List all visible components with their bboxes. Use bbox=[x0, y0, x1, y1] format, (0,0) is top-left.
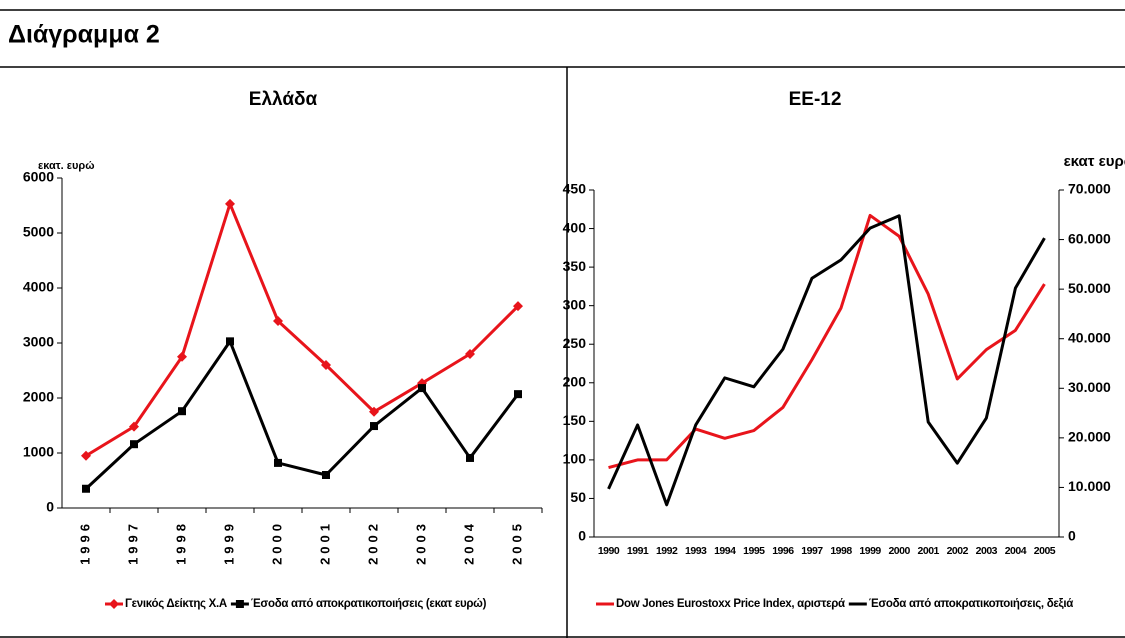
marker bbox=[466, 453, 474, 462]
x-tick-label: 2003 bbox=[976, 545, 998, 557]
x-tick-label: 2001 bbox=[317, 520, 332, 565]
y-tick-label: 100 bbox=[563, 451, 587, 467]
legend-marker bbox=[109, 599, 119, 609]
y-axis-label: εκατ. ευρώ bbox=[38, 160, 95, 172]
y2-tick-label: 30.000 bbox=[1068, 379, 1111, 395]
marker bbox=[130, 440, 138, 449]
x-tick-label: 1993 bbox=[685, 545, 707, 557]
marker bbox=[513, 301, 523, 312]
marker bbox=[177, 351, 187, 362]
x-tick-label: 1996 bbox=[77, 520, 92, 565]
y-tick-label: 3000 bbox=[23, 334, 54, 350]
marker bbox=[418, 384, 426, 393]
x-tick-label: 2004 bbox=[1005, 545, 1027, 557]
legend-label: Γενικός Δείκτης Χ.Α bbox=[125, 598, 227, 610]
y-tick-label: 4000 bbox=[23, 279, 54, 295]
chart-title: ΕΕ-12 bbox=[789, 89, 842, 110]
marker bbox=[178, 407, 186, 416]
y-tick-label: 150 bbox=[563, 412, 587, 428]
x-tick-label: 2003 bbox=[413, 520, 428, 565]
y-tick-label: 350 bbox=[563, 258, 587, 274]
y2-tick-label: 60.000 bbox=[1068, 230, 1111, 246]
x-tick-label: 1997 bbox=[125, 520, 140, 565]
legend-label: Έσοδα από αποκρατικοποιήσεις, δεξιά bbox=[869, 598, 1073, 610]
y2-tick-label: 0 bbox=[1068, 528, 1076, 544]
x-tick-label: 1999 bbox=[221, 520, 236, 565]
series-line bbox=[607, 214, 1046, 507]
x-tick-label: 1990 bbox=[598, 545, 620, 557]
y2-tick-label: 50.000 bbox=[1068, 280, 1111, 296]
marker bbox=[322, 471, 330, 479]
x-tick-label: 1991 bbox=[627, 545, 649, 557]
x-tick-label: 1998 bbox=[173, 520, 188, 565]
y-tick-label: 5000 bbox=[23, 224, 54, 240]
x-tick-label: 2002 bbox=[365, 520, 380, 565]
x-tick-label: 1992 bbox=[656, 545, 678, 557]
y-tick-label: 1000 bbox=[23, 444, 54, 460]
marker bbox=[321, 360, 331, 370]
y2-axis-label: εκατ ευρώ bbox=[1064, 153, 1125, 170]
x-tick-label: 2004 bbox=[461, 520, 476, 565]
marker bbox=[273, 316, 283, 326]
marker bbox=[514, 390, 522, 399]
x-tick-label: 2000 bbox=[269, 520, 284, 565]
y-tick-label: 250 bbox=[563, 335, 587, 351]
y2-tick-label: 20.000 bbox=[1068, 429, 1111, 445]
x-tick-label: 1997 bbox=[801, 545, 823, 557]
marker bbox=[82, 484, 90, 493]
y-tick-label: 50 bbox=[570, 489, 586, 505]
marker bbox=[274, 458, 282, 467]
series-line bbox=[608, 213, 1046, 470]
y-tick-label: 6000 bbox=[23, 169, 54, 185]
y-tick-label: 0 bbox=[46, 499, 54, 515]
x-tick-label: 1998 bbox=[830, 545, 852, 557]
y-tick-label: 300 bbox=[563, 296, 587, 312]
marker bbox=[225, 198, 235, 209]
marker bbox=[370, 422, 378, 431]
marker bbox=[369, 406, 379, 417]
page-title: Διάγραμμα 2 bbox=[8, 21, 160, 49]
chart-title: Ελλάδα bbox=[249, 89, 318, 110]
y-tick-label: 400 bbox=[563, 219, 587, 235]
marker bbox=[129, 421, 139, 432]
y2-tick-label: 10.000 bbox=[1068, 478, 1111, 494]
x-tick-label: 1995 bbox=[743, 545, 765, 557]
y-tick-label: 0 bbox=[578, 528, 586, 544]
x-tick-label: 2005 bbox=[1034, 545, 1056, 557]
x-tick-label: 1999 bbox=[859, 545, 881, 557]
legend-label: Έσοδα από αποκρατικοποιήσεις (εκατ ευρώ) bbox=[251, 598, 487, 610]
marker bbox=[465, 349, 475, 359]
x-tick-label: 2001 bbox=[918, 545, 940, 557]
x-tick-label: 2000 bbox=[888, 545, 910, 557]
x-tick-label: 2002 bbox=[947, 545, 969, 557]
y2-tick-label: 70.000 bbox=[1068, 181, 1111, 197]
y2-tick-label: 40.000 bbox=[1068, 329, 1111, 345]
x-tick-label: 1994 bbox=[714, 545, 736, 557]
legend-label: Dow Jones Eurostoxx Price Index, αριστερ… bbox=[616, 598, 845, 610]
marker bbox=[81, 450, 91, 461]
y-tick-label: 2000 bbox=[23, 389, 54, 405]
y-tick-label: 200 bbox=[563, 373, 587, 389]
legend-marker bbox=[235, 600, 244, 608]
marker bbox=[226, 337, 234, 346]
y-tick-label: 450 bbox=[563, 181, 587, 197]
x-tick-label: 1996 bbox=[772, 545, 794, 557]
x-tick-label: 2005 bbox=[509, 520, 524, 565]
series-line bbox=[84, 339, 520, 490]
series-line bbox=[85, 202, 520, 458]
